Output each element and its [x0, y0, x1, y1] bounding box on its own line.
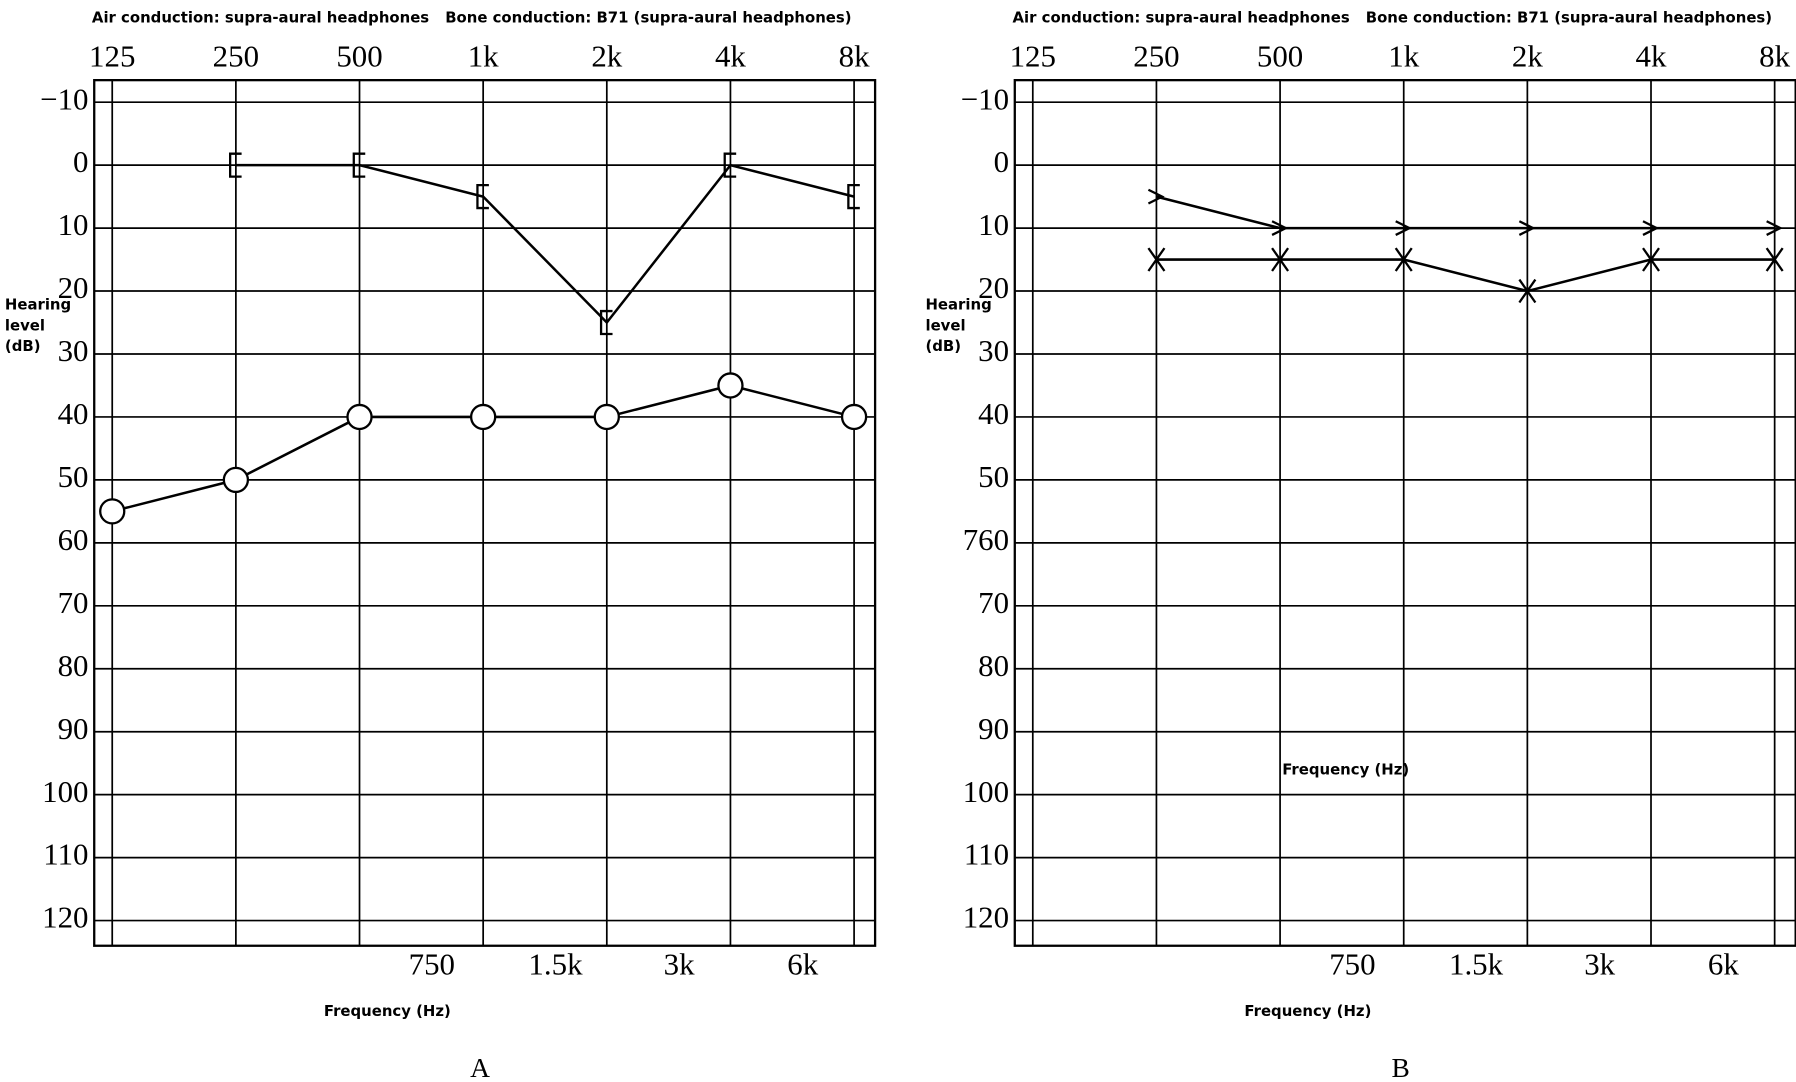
- marker-x: [1147, 247, 1166, 272]
- x-minor-tick-label: 6k: [1708, 947, 1739, 982]
- y-axis-label: level: [5, 316, 45, 334]
- y-tick-label: 10: [978, 207, 1009, 242]
- x-tick-label: 4k: [1636, 39, 1667, 74]
- y-tick-label: 40: [58, 396, 89, 431]
- y-tick-label: 20: [58, 270, 89, 305]
- header-text: Bone conduction: B71 (supra-aural headph…: [445, 8, 851, 26]
- y-tick-label: 80: [978, 648, 1009, 683]
- x-tick-label: 8k: [839, 39, 870, 74]
- y-axis-label: level: [925, 316, 965, 334]
- y-tick-label: 100: [963, 774, 1009, 809]
- x-tick-label: 2k: [1512, 39, 1543, 74]
- x-minor-tick-label: 1.5k: [528, 947, 583, 982]
- y-axis-label: Hearing: [925, 296, 991, 314]
- y-tick-label: 30: [58, 333, 89, 368]
- x-minor-tick-label: 750: [1329, 947, 1375, 982]
- panel-label: A: [470, 1053, 490, 1082]
- marker-circle: [717, 372, 744, 399]
- y-tick-label: 10: [58, 207, 89, 242]
- x-tick-label: 500: [1257, 39, 1303, 74]
- y-tick-label: 90: [978, 711, 1009, 746]
- marker-arrow: [1271, 220, 1289, 236]
- y-tick-label: 120: [963, 900, 1009, 935]
- y-axis-label: (dB): [5, 337, 41, 355]
- x-tick-label: 2k: [591, 39, 622, 74]
- y-tick-label: 760: [963, 522, 1009, 557]
- y-tick-label: −10: [40, 81, 88, 116]
- x-tick-label: 8k: [1759, 39, 1790, 74]
- marker-arrow: [1518, 220, 1536, 236]
- marker-bracket: [352, 152, 366, 178]
- x-minor-tick-label: 3k: [664, 947, 695, 982]
- marker-x: [1642, 247, 1660, 272]
- y-tick-label: 90: [58, 711, 89, 746]
- series-line: [235, 163, 855, 325]
- x-tick-label: 250: [1133, 39, 1179, 74]
- y-tick-label: 110: [43, 837, 88, 872]
- marker-circle: [469, 403, 497, 431]
- y-tick-label: 0: [73, 144, 88, 179]
- x-tick-label: 4k: [715, 39, 746, 74]
- marker-bracket: [723, 152, 737, 178]
- series-line: [1156, 258, 1775, 293]
- y-tick-label: 30: [978, 333, 1009, 368]
- marker-arrow: [1395, 220, 1413, 236]
- y-tick-label: 100: [42, 774, 88, 809]
- y-tick-label: 50: [58, 459, 89, 494]
- annotation: Frequency (Hz): [1282, 761, 1409, 779]
- marker-arrow: [1642, 220, 1660, 236]
- y-tick-label: 20: [978, 270, 1009, 305]
- header-text: Bone conduction: B71 (supra-aural headph…: [1366, 8, 1772, 26]
- marker-circle: [593, 403, 620, 431]
- marker-arrow: [1766, 220, 1783, 236]
- header-text: Air conduction: supra-aural headphones: [1012, 8, 1349, 26]
- y-tick-label: 40: [978, 396, 1009, 431]
- y-axis-label: Hearing: [5, 296, 71, 314]
- marker-bracket: [476, 184, 489, 210]
- x-minor-tick-label: 6k: [787, 947, 818, 982]
- series-line: [1156, 195, 1775, 230]
- marker-circle: [222, 466, 250, 494]
- y-tick-label: 110: [964, 837, 1009, 872]
- y-tick-label: 80: [58, 648, 89, 683]
- y-tick-label: 70: [58, 585, 89, 620]
- marker-bracket: [229, 152, 242, 178]
- y-axis-label: (dB): [925, 337, 961, 355]
- y-tick-label: −10: [961, 81, 1009, 116]
- marker-x: [1765, 247, 1784, 272]
- marker-circle: [346, 403, 373, 431]
- x-tick-label: 125: [89, 39, 135, 74]
- x-tick-label: 250: [213, 39, 259, 74]
- marker-x: [1271, 247, 1290, 272]
- x-minor-tick-label: 1.5k: [1449, 947, 1504, 982]
- x-minor-tick-label: 3k: [1584, 947, 1615, 982]
- y-tick-label: 50: [978, 459, 1009, 494]
- y-tick-label: 0: [994, 144, 1009, 179]
- marker-x: [1518, 278, 1537, 304]
- x-tick-label: 1k: [468, 39, 499, 74]
- x-minor-tick-label: 750: [409, 947, 455, 982]
- marker-circle: [99, 498, 126, 525]
- marker-arrow: [1147, 188, 1165, 205]
- y-tick-label: 70: [978, 585, 1009, 620]
- header-text: Air conduction: supra-aural headphones: [92, 8, 429, 26]
- x-tick-label: 125: [1010, 39, 1056, 74]
- x-axis-label: Frequency (Hz): [324, 1002, 451, 1020]
- x-tick-label: 500: [336, 39, 382, 74]
- marker-bracket: [599, 309, 613, 336]
- plot-frame: [1013, 79, 1796, 947]
- panel-label: B: [1391, 1053, 1409, 1082]
- plot-frame: [93, 79, 877, 947]
- marker-x: [1394, 247, 1413, 272]
- marker-circle: [840, 403, 868, 431]
- x-tick-label: 1k: [1388, 39, 1419, 74]
- marker-bracket: [847, 184, 860, 210]
- y-tick-label: 120: [42, 900, 88, 935]
- y-tick-label: 60: [58, 522, 89, 557]
- x-axis-label: Frequency (Hz): [1244, 1002, 1371, 1020]
